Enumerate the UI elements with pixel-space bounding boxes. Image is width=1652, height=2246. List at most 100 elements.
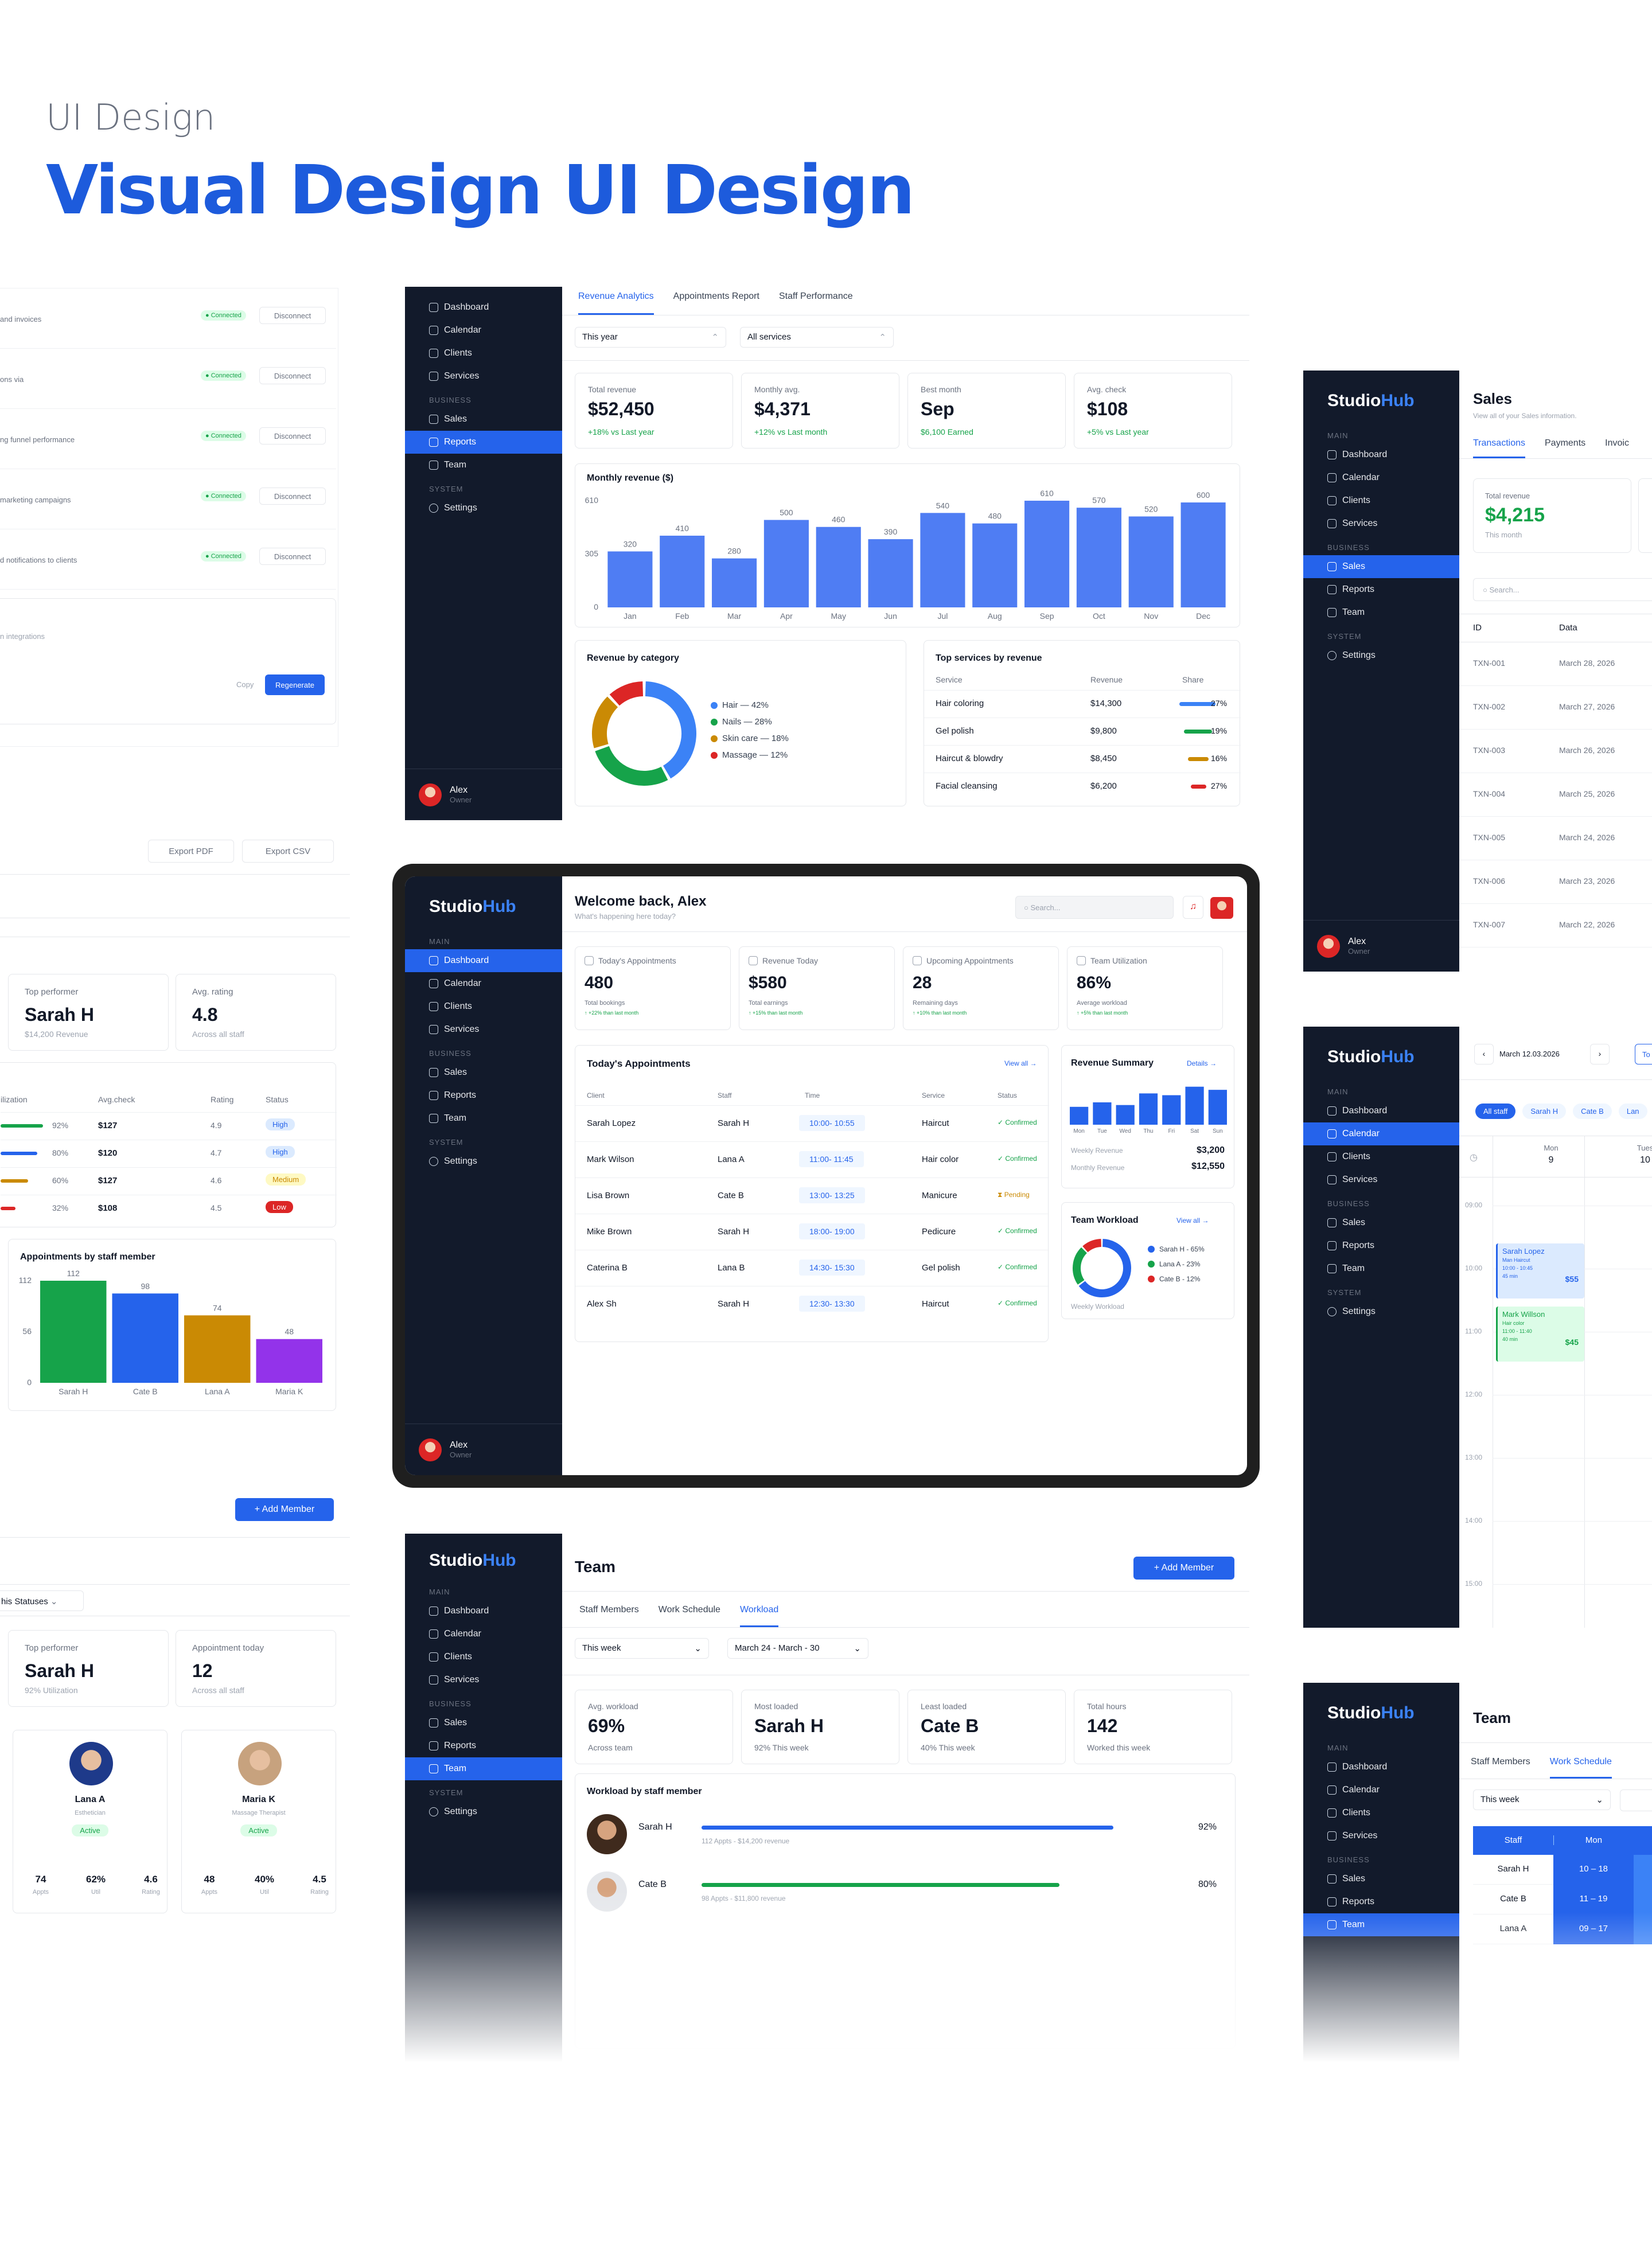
- shift-cell[interactable]: 10 – 18: [1553, 1855, 1634, 1885]
- tab-appointments-report[interactable]: Appointments Report: [673, 291, 759, 301]
- sidebar-item-calendar[interactable]: Calendar: [1303, 466, 1459, 489]
- disconnect-button[interactable]: Disconnect: [259, 307, 326, 324]
- sidebar-item-team[interactable]: Team: [1303, 601, 1459, 624]
- sidebar-item-reports[interactable]: Reports: [405, 1084, 562, 1107]
- sidebar-item-clients[interactable]: Clients: [405, 995, 562, 1018]
- sidebar-item-sales[interactable]: Sales: [1303, 555, 1459, 578]
- sidebar-item-dashboard[interactable]: Dashboard: [1303, 1099, 1459, 1122]
- sidebar-item-settings[interactable]: Settings: [405, 497, 562, 520]
- table-row[interactable]: Alex Sh Sarah H 12:30- 13:30 Haircut ✓ Confi…: [575, 1286, 1049, 1322]
- sidebar-item-team[interactable]: Team: [1303, 1257, 1459, 1280]
- table-row[interactable]: Sarah Lopez Sarah H 10:00- 10:55 Haircut ✓ C…: [575, 1105, 1049, 1141]
- sidebar-item-sales[interactable]: Sales: [405, 408, 562, 431]
- user-profile[interactable]: Alex Owner: [405, 1424, 562, 1475]
- sidebar-item-dashboard[interactable]: Dashboard: [405, 1600, 562, 1623]
- search-input[interactable]: ○ Search...: [1473, 578, 1652, 601]
- brand-logo[interactable]: StudioHub: [1303, 1683, 1459, 1723]
- sidebar-item-calendar[interactable]: Calendar: [1303, 1779, 1459, 1802]
- member-card[interactable]: Lana A Esthetician Active 74 Appts 62% Util 4.6…: [13, 1730, 167, 1913]
- period-select[interactable]: This year ⌃: [575, 327, 726, 348]
- table-row[interactable]: Sarah H 10 – 18: [1473, 1855, 1652, 1885]
- status-filter[interactable]: his Statuses ⌄: [0, 1590, 84, 1611]
- staff-filter-chip[interactable]: Cate B: [1573, 1103, 1612, 1119]
- disconnect-button[interactable]: Disconnect: [259, 488, 326, 505]
- staff-filter-chip[interactable]: Lan: [1618, 1103, 1647, 1119]
- table-row[interactable]: Cate B 11 – 19: [1473, 1885, 1652, 1914]
- table-row[interactable]: Caterina B Lana B 14:30- 15:30 Gel polish ✓ …: [575, 1250, 1049, 1286]
- sidebar-item-team[interactable]: Team: [405, 454, 562, 477]
- export-csv-button[interactable]: Export CSV: [242, 840, 334, 863]
- sidebar-item-clients[interactable]: Clients: [1303, 1145, 1459, 1168]
- sidebar-item-reports[interactable]: Reports: [405, 431, 562, 454]
- sidebar-item-settings[interactable]: Settings: [1303, 1300, 1459, 1323]
- range-select[interactable]: March 24 - March - 30 ⌄: [727, 1638, 868, 1659]
- tab-staff-performance[interactable]: Staff Performance: [778, 291, 853, 301]
- sidebar-item-calendar[interactable]: Calendar: [1303, 1122, 1459, 1145]
- tab-workload[interactable]: Workload: [739, 1605, 779, 1627]
- table-row[interactable]: TXN-006 March 23, 2026: [1459, 860, 1652, 904]
- shift-cell[interactable]: 11 – 19: [1553, 1885, 1634, 1914]
- week-select[interactable]: This week ⌄: [1473, 1789, 1611, 1810]
- calendar-event[interactable]: Mark Willson Hair color 11:00 - 11:40 40 mi…: [1496, 1307, 1584, 1362]
- sidebar-item-sales[interactable]: Sales: [1303, 1867, 1459, 1890]
- sidebar-item-reports[interactable]: Reports: [405, 1734, 562, 1757]
- disconnect-button[interactable]: Disconnect: [259, 367, 326, 384]
- sidebar-item-reports[interactable]: Reports: [1303, 1234, 1459, 1257]
- sidebar-item-services[interactable]: Services: [1303, 1824, 1459, 1847]
- avatar[interactable]: [1210, 897, 1233, 919]
- sidebar-item-dashboard[interactable]: Dashboard: [405, 949, 562, 972]
- tab-work-schedule[interactable]: Work Schedule: [658, 1605, 720, 1615]
- sidebar-item-team[interactable]: Team: [405, 1757, 562, 1780]
- sidebar-item-services[interactable]: Services: [405, 1668, 562, 1691]
- sidebar-item-reports[interactable]: Reports: [1303, 578, 1459, 601]
- user-profile[interactable]: Alex Owner: [405, 769, 562, 820]
- services-select[interactable]: All services ⌃: [740, 327, 894, 348]
- view-all-link[interactable]: View all →: [1004, 1059, 1037, 1067]
- sidebar-item-calendar[interactable]: Calendar: [405, 972, 562, 995]
- prev-icon[interactable]: ‹: [1474, 1044, 1494, 1064]
- brand-logo[interactable]: StudioHub: [405, 1534, 562, 1570]
- sidebar-item-calendar[interactable]: Calendar: [405, 319, 562, 342]
- sidebar-item-services[interactable]: Services: [1303, 1168, 1459, 1191]
- bell-icon[interactable]: ♫: [1183, 896, 1203, 919]
- add-member-button[interactable]: + Add Member: [1133, 1557, 1234, 1580]
- sidebar-item-settings[interactable]: Settings: [1303, 644, 1459, 667]
- brand-logo[interactable]: StudioHub: [1303, 1027, 1459, 1067]
- tab-work-schedule[interactable]: Work Schedule: [1549, 1757, 1612, 1779]
- table-row[interactable]: TXN-007 March 22, 2026: [1459, 904, 1652, 947]
- table-row[interactable]: Mark Wilson Lana A 11:00- 11:45 Hair color ✓…: [575, 1141, 1049, 1177]
- sidebar-item-clients[interactable]: Clients: [405, 1645, 562, 1668]
- sidebar-item-clients[interactable]: Clients: [1303, 489, 1459, 512]
- sidebar-item-dashboard[interactable]: Dashboard: [1303, 1756, 1459, 1779]
- table-row[interactable]: TXN-003 March 26, 2026: [1459, 730, 1652, 773]
- disconnect-button[interactable]: Disconnect: [259, 427, 326, 444]
- sidebar-item-calendar[interactable]: Calendar: [405, 1623, 562, 1645]
- tab-staff-members[interactable]: Staff Members: [579, 1605, 639, 1615]
- brand-logo[interactable]: StudioHub: [405, 876, 562, 917]
- select-partial[interactable]: [1620, 1789, 1652, 1811]
- sidebar-item-clients[interactable]: Clients: [405, 342, 562, 365]
- sidebar-item-reports[interactable]: Reports: [1303, 1890, 1459, 1913]
- search-input[interactable]: ○ Search...: [1015, 896, 1174, 919]
- user-profile[interactable]: Alex Owner: [1303, 920, 1459, 972]
- table-row[interactable]: TXN-001 March 28, 2026: [1459, 642, 1652, 686]
- member-card[interactable]: Maria K Massage Therapist Active 48 Appts 40%…: [181, 1730, 336, 1913]
- copy-link[interactable]: Copy: [236, 680, 254, 689]
- sidebar-item-dashboard[interactable]: Dashboard: [405, 296, 562, 319]
- add-member-button[interactable]: + Add Member: [235, 1498, 334, 1521]
- sidebar-item-services[interactable]: Services: [405, 365, 562, 388]
- table-row[interactable]: TXN-002 March 27, 2026: [1459, 686, 1652, 730]
- sidebar-item-services[interactable]: Services: [1303, 512, 1459, 535]
- tab-transactions[interactable]: Transactions: [1473, 438, 1525, 458]
- view-all-link[interactable]: View all →: [1176, 1216, 1209, 1225]
- sidebar-item-team[interactable]: Team: [405, 1107, 562, 1130]
- calendar-event[interactable]: Sarah Lopez Man Haircut 10:00 - 10:45 45 mi…: [1496, 1243, 1584, 1299]
- sidebar-item-sales[interactable]: Sales: [405, 1711, 562, 1734]
- sidebar-item-sales[interactable]: Sales: [1303, 1211, 1459, 1234]
- staff-filter-chip[interactable]: Sarah H: [1522, 1103, 1567, 1119]
- table-row[interactable]: TXN-004 March 25, 2026: [1459, 773, 1652, 817]
- next-icon[interactable]: ›: [1590, 1044, 1610, 1064]
- sidebar-item-settings[interactable]: Settings: [405, 1800, 562, 1823]
- regenerate-button[interactable]: Regenerate: [265, 674, 325, 695]
- tab-invoices[interactable]: Invoic: [1605, 438, 1629, 448]
